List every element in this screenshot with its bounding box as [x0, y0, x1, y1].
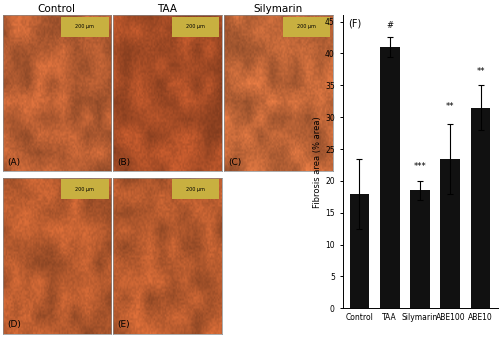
Y-axis label: Fibrosis area (% area): Fibrosis area (% area) — [314, 116, 322, 208]
Bar — [440, 159, 460, 308]
Text: **: ** — [446, 102, 454, 111]
Title: Control: Control — [38, 4, 76, 14]
Text: ***: *** — [414, 162, 426, 171]
Bar — [471, 108, 490, 308]
Text: (D): (D) — [7, 320, 20, 329]
Text: #: # — [386, 21, 393, 30]
Title: TAA: TAA — [158, 4, 178, 14]
Bar — [410, 190, 430, 308]
Text: (A): (A) — [7, 158, 20, 166]
Bar — [380, 47, 400, 308]
Text: (E): (E) — [118, 320, 130, 329]
Text: (C): (C) — [228, 158, 242, 166]
Text: (B): (B) — [118, 158, 131, 166]
Title: Silymarin: Silymarin — [254, 4, 303, 14]
Bar — [350, 194, 369, 308]
Text: **: ** — [476, 67, 485, 76]
Text: (F): (F) — [348, 18, 361, 28]
